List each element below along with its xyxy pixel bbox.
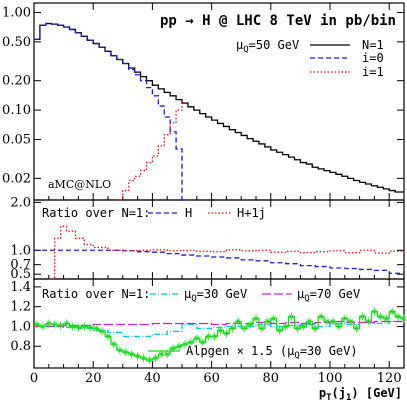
xtick-label-1: 20 bbox=[85, 371, 102, 386]
tick-labels: 1.000.500.200.100.050.022.01.00.70.51.41… bbox=[2, 5, 402, 386]
xtick-label-4: 80 bbox=[263, 371, 280, 386]
mu-value: =50 GeV bbox=[249, 38, 300, 52]
xlabel-post: ) [GeV] bbox=[351, 386, 402, 400]
watermark-amcnlo: aMC@NLO bbox=[48, 178, 111, 191]
ratio2-label: Ratio over N=1: bbox=[42, 287, 150, 301]
mu70-symbol: μ bbox=[297, 287, 304, 301]
ratio2-legend-label-mu30: μQ=30 GeV bbox=[184, 287, 247, 304]
alpgen-mu-symbol: μ bbox=[287, 344, 294, 358]
chart-title: pp → H @ LHC 8 TeV in pb/bin bbox=[160, 13, 396, 29]
series-ratio2-0 bbox=[34, 320, 404, 338]
series-ratio2-2 bbox=[34, 310, 404, 361]
series-main-2 bbox=[116, 102, 188, 201]
legend-label-i1: i=1 bbox=[362, 65, 384, 79]
xlabel-mid: (j bbox=[332, 386, 346, 400]
main-panel-frame bbox=[33, 2, 405, 201]
xlabel-sub-1: 1 bbox=[346, 393, 351, 401]
data-curves bbox=[34, 22, 407, 365]
xtick-label-0: 0 bbox=[30, 371, 38, 386]
xlabel-sub-t: T bbox=[326, 393, 332, 401]
legend-label-i0: i=0 bbox=[362, 51, 384, 65]
mu30-symbol: μ bbox=[184, 287, 191, 301]
ratio2-legend-label-mu70: μQ=70 GeV bbox=[297, 287, 360, 304]
alpgen-suffix: =30 GeV) bbox=[300, 344, 358, 358]
ytick-label-main-5: 0.02 bbox=[2, 171, 31, 186]
ytick-label-ratio2-0: 1.4 bbox=[10, 280, 31, 295]
series-main-0 bbox=[34, 22, 404, 193]
ytick-label-main-0: 1.00 bbox=[2, 5, 31, 20]
alpgen-mu-subscript: Q bbox=[294, 351, 299, 361]
mu-subscript: Q bbox=[243, 45, 248, 55]
ytick-label-main-4: 0.05 bbox=[2, 132, 31, 147]
xtick-label-5: 100 bbox=[318, 371, 343, 386]
ytick-label-ratio1-1: 1.0 bbox=[10, 243, 31, 258]
axis-ticks bbox=[33, 3, 404, 368]
ytick-label-ratio2-3: 0.8 bbox=[10, 339, 31, 354]
series-ratio1-1 bbox=[48, 225, 404, 280]
mu-symbol: μ bbox=[236, 38, 243, 52]
ytick-label-ratio1-0: 2.0 bbox=[10, 195, 31, 210]
alpgen-prefix: Alpgen × 1.5 ( bbox=[186, 344, 287, 358]
ratio2-legend-label-alpgen: Alpgen × 1.5 (μQ=30 GeV) bbox=[186, 344, 358, 361]
mu30-value: =30 GeV bbox=[197, 287, 248, 301]
ytick-label-ratio2-2: 1.0 bbox=[10, 319, 31, 334]
ytick-label-main-1: 0.50 bbox=[2, 35, 31, 50]
xtick-label-2: 40 bbox=[144, 371, 161, 386]
xtick-label-3: 60 bbox=[203, 371, 220, 386]
mu-annotation: μQ=50 GeV bbox=[236, 38, 299, 55]
mu30-subscript: Q bbox=[191, 294, 196, 304]
ytick-label-main-3: 0.10 bbox=[2, 103, 31, 118]
ytick-label-main-2: 0.20 bbox=[2, 74, 31, 89]
series-main-1 bbox=[34, 22, 188, 201]
series-ratio1-0 bbox=[34, 249, 404, 274]
mu70-subscript: Q bbox=[304, 294, 309, 304]
ratio2-panel-frame bbox=[33, 278, 405, 369]
x-axis-label: pT(j1) [GeV] bbox=[319, 386, 402, 401]
mu70-value: =70 GeV bbox=[310, 287, 361, 301]
ytick-label-ratio1-3: 0.5 bbox=[10, 267, 31, 282]
ratio1-legend-label-hj: H+1j bbox=[237, 206, 266, 220]
legend: N=1 i=0 i=1 bbox=[310, 38, 384, 79]
legend-label-n1: N=1 bbox=[362, 38, 384, 52]
ytick-label-ratio2-1: 1.2 bbox=[10, 300, 31, 315]
ratio1-legend-label-h: H bbox=[185, 206, 192, 220]
xlabel-p: p bbox=[319, 386, 326, 400]
xtick-label-6: 120 bbox=[377, 371, 402, 386]
ytick-label-ratio1-2: 0.7 bbox=[10, 258, 31, 273]
ratio1-label: Ratio over N=1: bbox=[42, 206, 150, 220]
